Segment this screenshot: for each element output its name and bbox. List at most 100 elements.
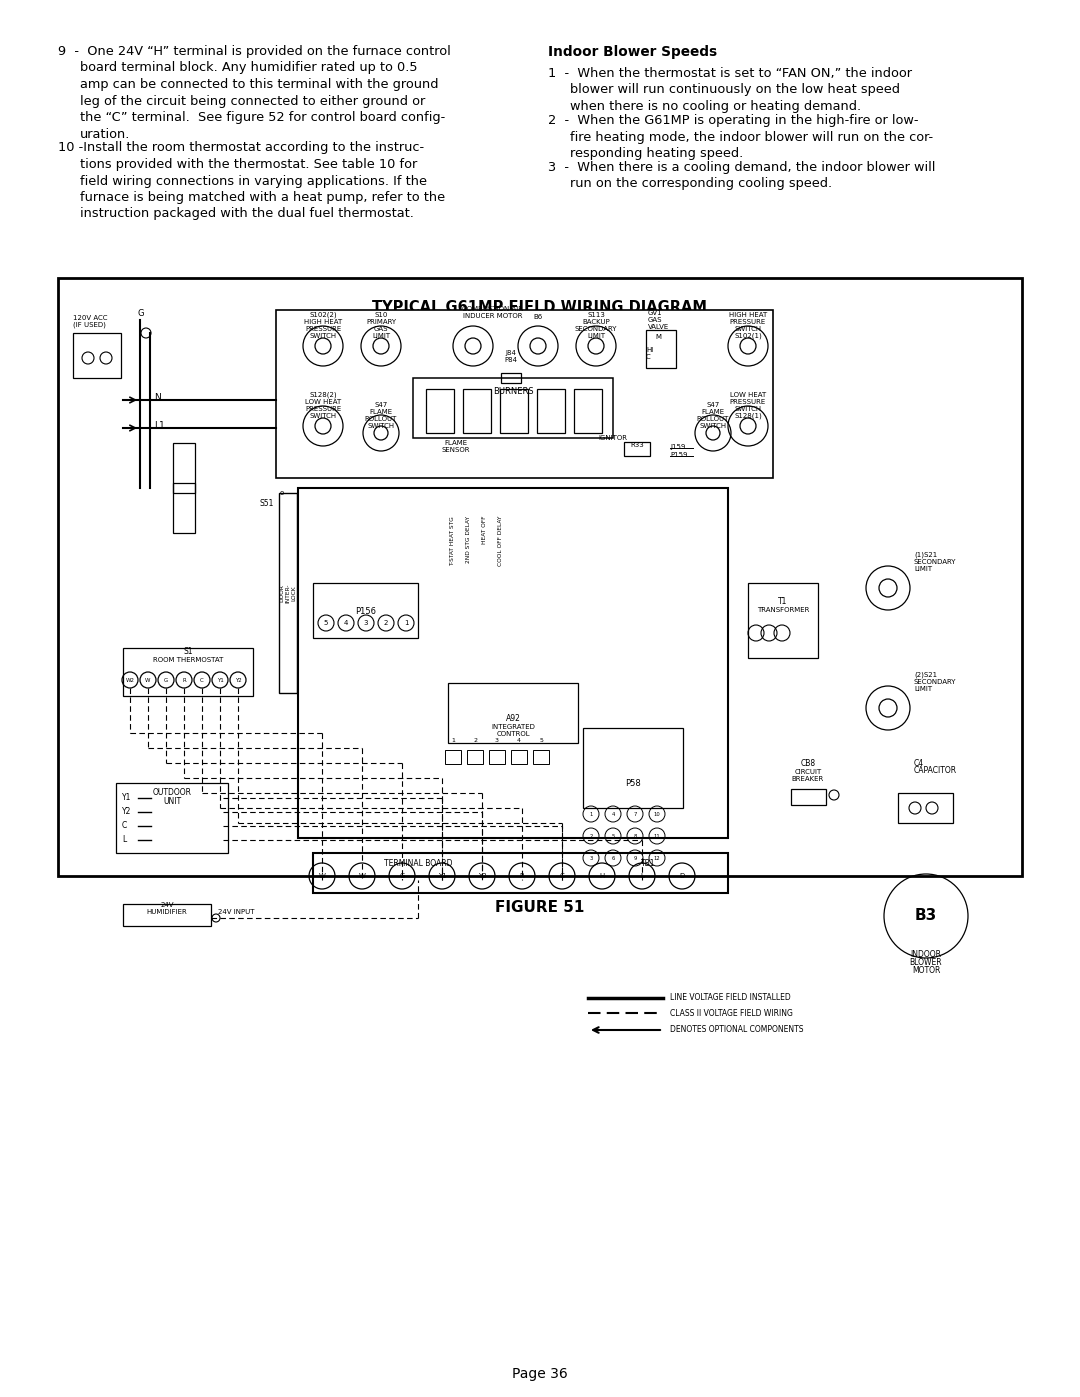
Text: P84: P84 [504, 358, 517, 363]
Bar [624, 441, 650, 455]
Text: ROLLOUT: ROLLOUT [697, 416, 729, 422]
Text: P159: P159 [670, 453, 688, 458]
Text: R: R [183, 678, 186, 683]
Bar [298, 488, 728, 838]
Text: 120V ACC: 120V ACC [73, 314, 108, 321]
Text: BURNERS: BURNERS [492, 387, 534, 395]
Text: Y1: Y1 [217, 678, 224, 683]
Text: B6: B6 [534, 314, 542, 320]
Bar [73, 332, 121, 379]
Text: SWITCH: SWITCH [310, 332, 337, 339]
Text: Y2: Y2 [122, 807, 132, 816]
Text: tions provided with the thermostat. See table 10 for: tions provided with the thermostat. See … [80, 158, 417, 170]
Bar [467, 750, 483, 764]
Text: SECONDARY: SECONDARY [575, 326, 618, 332]
Bar [173, 483, 195, 534]
Text: PRESSURE: PRESSURE [730, 400, 766, 405]
Text: SENSOR: SENSOR [442, 447, 470, 453]
Text: PRESSURE: PRESSURE [305, 326, 341, 332]
Text: BREAKER: BREAKER [792, 775, 824, 782]
Text: TYPICAL G61MP FIELD WIRING DIAGRAM: TYPICAL G61MP FIELD WIRING DIAGRAM [373, 300, 707, 314]
Text: (IF USED): (IF USED) [73, 321, 106, 328]
Text: A92: A92 [505, 714, 521, 724]
Text: L1: L1 [154, 422, 165, 430]
Text: 3: 3 [590, 855, 593, 861]
Text: R33: R33 [630, 441, 644, 448]
Text: 9: 9 [633, 855, 637, 861]
Text: 2  -  When the G61MP is operating in the high-fire or low-: 2 - When the G61MP is operating in the h… [548, 115, 918, 127]
Text: CB8: CB8 [800, 759, 815, 768]
Bar [511, 750, 527, 764]
Text: 4: 4 [611, 812, 615, 816]
Text: TRANSFORMER: TRANSFORMER [757, 608, 809, 613]
Text: HI: HI [646, 346, 653, 353]
Bar [500, 388, 528, 433]
Text: LIMIT: LIMIT [914, 686, 932, 692]
Text: Y2: Y2 [477, 873, 486, 879]
Text: 5: 5 [539, 738, 543, 743]
Bar [534, 750, 549, 764]
Text: S51: S51 [260, 499, 274, 509]
Text: LIMIT: LIMIT [914, 566, 932, 571]
Text: S47: S47 [375, 402, 388, 408]
Text: 2ND STG DELAY: 2ND STG DELAY [467, 515, 472, 563]
Text: o: o [280, 490, 284, 496]
Text: furnace is being matched with a heat pump, refer to the: furnace is being matched with a heat pum… [80, 191, 445, 204]
Text: G: G [164, 678, 168, 683]
Text: 24V INPUT: 24V INPUT [218, 909, 255, 915]
Text: W: W [319, 873, 325, 879]
Text: C: C [200, 678, 204, 683]
Bar [573, 388, 602, 433]
Text: S128(1): S128(1) [734, 412, 761, 419]
Text: D: D [679, 873, 685, 879]
Text: 8: 8 [633, 834, 637, 838]
Text: GAS: GAS [648, 317, 662, 323]
Bar [279, 493, 297, 693]
Text: ROOM THERMOSTAT: ROOM THERMOSTAT [152, 657, 224, 664]
Text: T-STAT HEAT STG: T-STAT HEAT STG [450, 515, 456, 566]
Text: 1  -  When the thermostat is set to “FAN ON,” the indoor: 1 - When the thermostat is set to “FAN O… [548, 67, 912, 80]
Text: instruction packaged with the dual fuel thermostat.: instruction packaged with the dual fuel … [80, 208, 414, 221]
Text: MOTOR: MOTOR [912, 965, 941, 975]
Text: 4: 4 [343, 620, 348, 626]
Text: S1: S1 [184, 647, 192, 657]
Text: FLAME: FLAME [445, 440, 468, 446]
Text: PRIMARY: PRIMARY [366, 319, 396, 326]
Text: 5: 5 [611, 834, 615, 838]
Bar [426, 388, 454, 433]
Text: J84: J84 [505, 351, 516, 356]
Text: Y1: Y1 [122, 793, 132, 802]
Text: INDOOR: INDOOR [910, 950, 942, 958]
Text: SWITCH: SWITCH [734, 326, 761, 332]
Text: LOW HEAT: LOW HEAT [305, 400, 341, 405]
Text: S128(2): S128(2) [309, 391, 337, 398]
Text: LIMIT: LIMIT [586, 332, 605, 339]
Bar [748, 583, 818, 658]
Text: DENOTES OPTIONAL COMPONENTS: DENOTES OPTIONAL COMPONENTS [670, 1025, 804, 1035]
Text: HIGH HEAT: HIGH HEAT [729, 312, 767, 319]
Bar [58, 278, 1022, 876]
Text: HUMIDIFIER: HUMIDIFIER [147, 909, 187, 915]
Text: SWITCH: SWITCH [310, 414, 337, 419]
Text: (2)S21: (2)S21 [914, 672, 937, 678]
Text: B3: B3 [915, 908, 937, 923]
Text: 10: 10 [653, 812, 660, 816]
Text: OUTDOOR: OUTDOOR [152, 788, 191, 798]
Text: Page 36: Page 36 [512, 1368, 568, 1382]
Text: Indoor Blower Speeds: Indoor Blower Speeds [548, 45, 717, 59]
Text: 10 -Install the room thermostat according to the instruc-: 10 -Install the room thermostat accordin… [58, 141, 424, 155]
Text: S102(1): S102(1) [734, 332, 761, 339]
Text: run on the corresponding cooling speed.: run on the corresponding cooling speed. [570, 177, 832, 190]
Text: M: M [654, 334, 661, 339]
Text: FLAME: FLAME [701, 409, 725, 415]
Bar [897, 793, 953, 823]
Text: P156: P156 [355, 608, 377, 616]
Text: LIMIT: LIMIT [372, 332, 390, 339]
Text: 7: 7 [633, 812, 637, 816]
Bar [537, 388, 565, 433]
Bar [116, 782, 228, 854]
Text: leg of the circuit being connected to either ground or: leg of the circuit being connected to ei… [80, 95, 426, 108]
Text: LINE VOLTAGE FIELD INSTALLED: LINE VOLTAGE FIELD INSTALLED [670, 993, 791, 1003]
Text: Y1: Y1 [437, 873, 446, 879]
Text: DOOR
INTER-
LOCK: DOOR INTER- LOCK [280, 584, 296, 602]
